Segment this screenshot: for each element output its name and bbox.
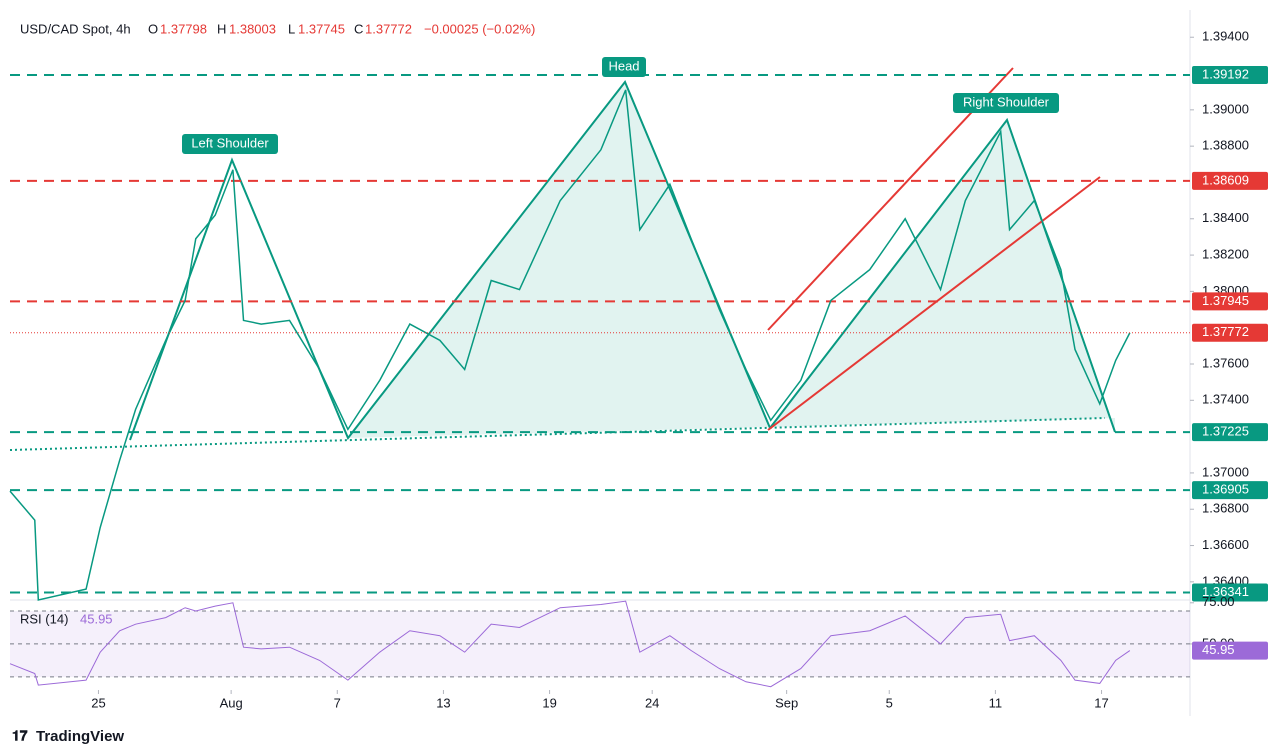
y-tick-label: 1.39000 bbox=[1202, 101, 1249, 116]
symbol: USD/CAD Spot, 4h bbox=[20, 21, 131, 36]
change: −0.00025 (−0.02%) bbox=[424, 21, 535, 36]
level-label: 1.37225 bbox=[1202, 424, 1249, 439]
level-badge bbox=[1192, 423, 1268, 442]
ohlc-value: 1.37798 bbox=[160, 21, 207, 36]
y-tick-label: 1.37000 bbox=[1202, 464, 1249, 479]
level-label: 1.36341 bbox=[1202, 584, 1249, 599]
pattern-label: Head bbox=[608, 58, 639, 73]
y-tick-label: 1.38800 bbox=[1202, 138, 1249, 153]
ohlc-value: 1.37772 bbox=[365, 21, 412, 36]
channel-line bbox=[767, 176, 1101, 431]
rsi-band bbox=[10, 611, 1190, 677]
ohlc-key: H bbox=[217, 21, 226, 36]
last-badge bbox=[1192, 323, 1268, 342]
level-label: 1.38609 bbox=[1202, 172, 1249, 187]
pattern-line bbox=[129, 80, 1116, 441]
last-label: 45.95 bbox=[1202, 642, 1235, 657]
series-line bbox=[9, 600, 1131, 688]
x-tick-label: Aug bbox=[220, 695, 243, 710]
pattern-badge bbox=[182, 134, 278, 154]
pattern-label: Right Shoulder bbox=[963, 94, 1050, 109]
y-tick-label: 1.37600 bbox=[1202, 355, 1249, 370]
level-label: 1.37945 bbox=[1202, 293, 1249, 308]
x-tick-label: 24 bbox=[645, 695, 659, 710]
level-badge bbox=[1192, 292, 1268, 311]
x-tick-label: 7 bbox=[334, 695, 341, 710]
pattern-badge bbox=[953, 93, 1059, 113]
ohlc-key: O bbox=[148, 21, 158, 36]
brand-logo: 𝟏𝟕 bbox=[12, 728, 28, 744]
last-badge bbox=[1192, 641, 1268, 660]
x-tick-label: 5 bbox=[886, 695, 893, 710]
x-tick-label: 25 bbox=[91, 695, 105, 710]
level-badge bbox=[1192, 65, 1268, 84]
series-line bbox=[9, 89, 1131, 601]
x-tick-label: 11 bbox=[989, 695, 1003, 710]
pattern-fill bbox=[232, 82, 1115, 438]
y-tick-label: 1.38400 bbox=[1202, 210, 1249, 225]
rsi-name: RSI (14) bbox=[20, 611, 68, 626]
x-tick-label: Sep bbox=[775, 695, 798, 710]
x-tick-label: 19 bbox=[542, 695, 556, 710]
pattern-badge bbox=[602, 57, 646, 77]
y-tick-label: 1.39400 bbox=[1202, 29, 1249, 44]
ohlc-value: 1.37745 bbox=[298, 21, 345, 36]
y-tick-label: 75.00 bbox=[1202, 594, 1235, 609]
level-badge bbox=[1192, 481, 1268, 500]
level-label: 1.39192 bbox=[1202, 66, 1249, 81]
level-badge bbox=[1192, 171, 1268, 190]
y-tick-label: 1.38200 bbox=[1202, 247, 1249, 262]
last-label: 1.37772 bbox=[1202, 324, 1249, 339]
ohlc-key: C bbox=[354, 21, 363, 36]
pattern-label: Left Shoulder bbox=[191, 135, 269, 150]
level-label: 1.36905 bbox=[1202, 482, 1249, 497]
y-tick-label: 1.36600 bbox=[1202, 537, 1249, 552]
y-tick-label: 1.37400 bbox=[1202, 392, 1249, 407]
ohlc-value: 1.38003 bbox=[229, 21, 276, 36]
y-tick-label: 1.36800 bbox=[1202, 501, 1249, 516]
x-tick-label: 17 bbox=[1094, 695, 1108, 710]
rsi-value: 45.95 bbox=[80, 611, 113, 626]
brand: TradingView bbox=[36, 728, 124, 744]
ohlc-key: L bbox=[288, 21, 295, 36]
level-badge bbox=[1192, 583, 1268, 602]
x-tick-label: 13 bbox=[436, 695, 450, 710]
